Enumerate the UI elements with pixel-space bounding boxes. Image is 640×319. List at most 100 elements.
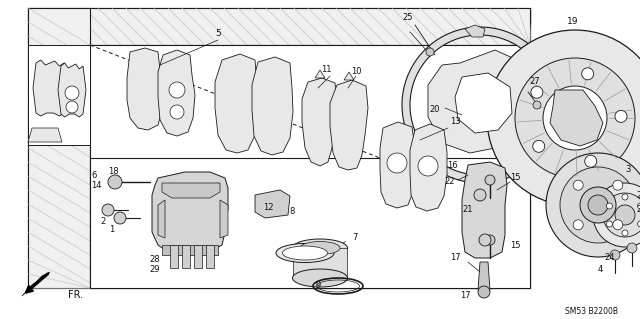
Circle shape: [66, 101, 78, 113]
Text: 8: 8: [289, 207, 294, 217]
Text: 1: 1: [109, 226, 115, 234]
Text: 11: 11: [321, 65, 332, 75]
Polygon shape: [293, 248, 347, 278]
Circle shape: [607, 203, 612, 209]
Text: 25: 25: [403, 13, 413, 23]
Ellipse shape: [276, 243, 334, 263]
Text: 10: 10: [351, 68, 361, 77]
Circle shape: [593, 183, 640, 247]
Circle shape: [543, 86, 607, 150]
Ellipse shape: [292, 239, 348, 257]
Polygon shape: [330, 80, 368, 170]
Polygon shape: [220, 200, 228, 238]
Polygon shape: [152, 172, 228, 255]
Circle shape: [637, 203, 640, 209]
Polygon shape: [28, 8, 530, 288]
Text: 2: 2: [100, 218, 106, 226]
Circle shape: [515, 58, 635, 178]
Text: 5: 5: [215, 29, 221, 39]
Polygon shape: [58, 63, 86, 117]
Polygon shape: [90, 158, 530, 288]
Circle shape: [580, 187, 616, 223]
Polygon shape: [162, 245, 218, 255]
Ellipse shape: [300, 241, 340, 255]
Circle shape: [603, 193, 640, 237]
Circle shape: [582, 68, 594, 80]
Polygon shape: [215, 54, 258, 153]
Polygon shape: [28, 8, 530, 45]
Circle shape: [588, 195, 608, 215]
Text: 6: 6: [91, 170, 97, 180]
Polygon shape: [158, 50, 195, 136]
Polygon shape: [410, 124, 447, 211]
Text: 27: 27: [530, 78, 540, 86]
Text: 17: 17: [450, 254, 460, 263]
Text: 24: 24: [605, 254, 615, 263]
Circle shape: [531, 86, 543, 98]
Circle shape: [485, 175, 495, 185]
Circle shape: [479, 234, 491, 246]
Circle shape: [607, 221, 612, 227]
Circle shape: [102, 204, 114, 216]
Circle shape: [637, 221, 640, 227]
Polygon shape: [28, 8, 90, 288]
Polygon shape: [462, 162, 507, 258]
Circle shape: [114, 212, 126, 224]
Polygon shape: [28, 128, 62, 142]
Text: 15: 15: [510, 174, 520, 182]
Circle shape: [533, 101, 541, 109]
Circle shape: [478, 286, 490, 298]
Circle shape: [627, 243, 637, 253]
Circle shape: [532, 140, 545, 152]
Circle shape: [622, 194, 628, 200]
Polygon shape: [22, 272, 50, 296]
Text: 3: 3: [625, 166, 630, 174]
Circle shape: [387, 153, 407, 173]
Text: 19: 19: [567, 18, 579, 26]
Circle shape: [65, 86, 79, 100]
Circle shape: [615, 205, 635, 225]
Ellipse shape: [292, 269, 348, 287]
Circle shape: [418, 156, 438, 176]
Text: 13: 13: [450, 117, 460, 127]
Polygon shape: [194, 245, 202, 268]
Circle shape: [573, 220, 583, 230]
Text: 15: 15: [510, 241, 520, 249]
Polygon shape: [90, 45, 530, 288]
Polygon shape: [28, 45, 90, 145]
Polygon shape: [158, 200, 165, 238]
Circle shape: [487, 30, 640, 206]
Circle shape: [426, 48, 434, 56]
Text: 26: 26: [636, 205, 640, 214]
Circle shape: [560, 167, 636, 243]
Circle shape: [615, 110, 627, 122]
Polygon shape: [302, 78, 337, 166]
Polygon shape: [33, 60, 67, 116]
Text: 28: 28: [150, 256, 160, 264]
Text: 18: 18: [108, 167, 118, 176]
Text: 21: 21: [463, 205, 473, 214]
Text: 22: 22: [445, 177, 455, 187]
Text: 12: 12: [263, 204, 273, 212]
Text: 17: 17: [460, 291, 470, 300]
Polygon shape: [182, 245, 190, 268]
Circle shape: [612, 180, 623, 190]
Text: SM53 B2200B: SM53 B2200B: [565, 307, 618, 315]
Polygon shape: [550, 90, 603, 146]
Wedge shape: [402, 27, 554, 183]
Polygon shape: [344, 72, 354, 80]
Polygon shape: [255, 190, 290, 218]
Polygon shape: [465, 25, 485, 37]
Text: 14: 14: [91, 181, 102, 189]
Circle shape: [108, 175, 122, 189]
Circle shape: [169, 82, 185, 98]
Text: 29: 29: [150, 265, 160, 275]
Polygon shape: [428, 50, 535, 153]
Polygon shape: [170, 245, 178, 268]
Circle shape: [573, 180, 583, 190]
Circle shape: [546, 153, 640, 257]
Circle shape: [485, 235, 495, 245]
Ellipse shape: [282, 246, 328, 260]
Polygon shape: [206, 245, 214, 268]
Circle shape: [622, 230, 628, 236]
